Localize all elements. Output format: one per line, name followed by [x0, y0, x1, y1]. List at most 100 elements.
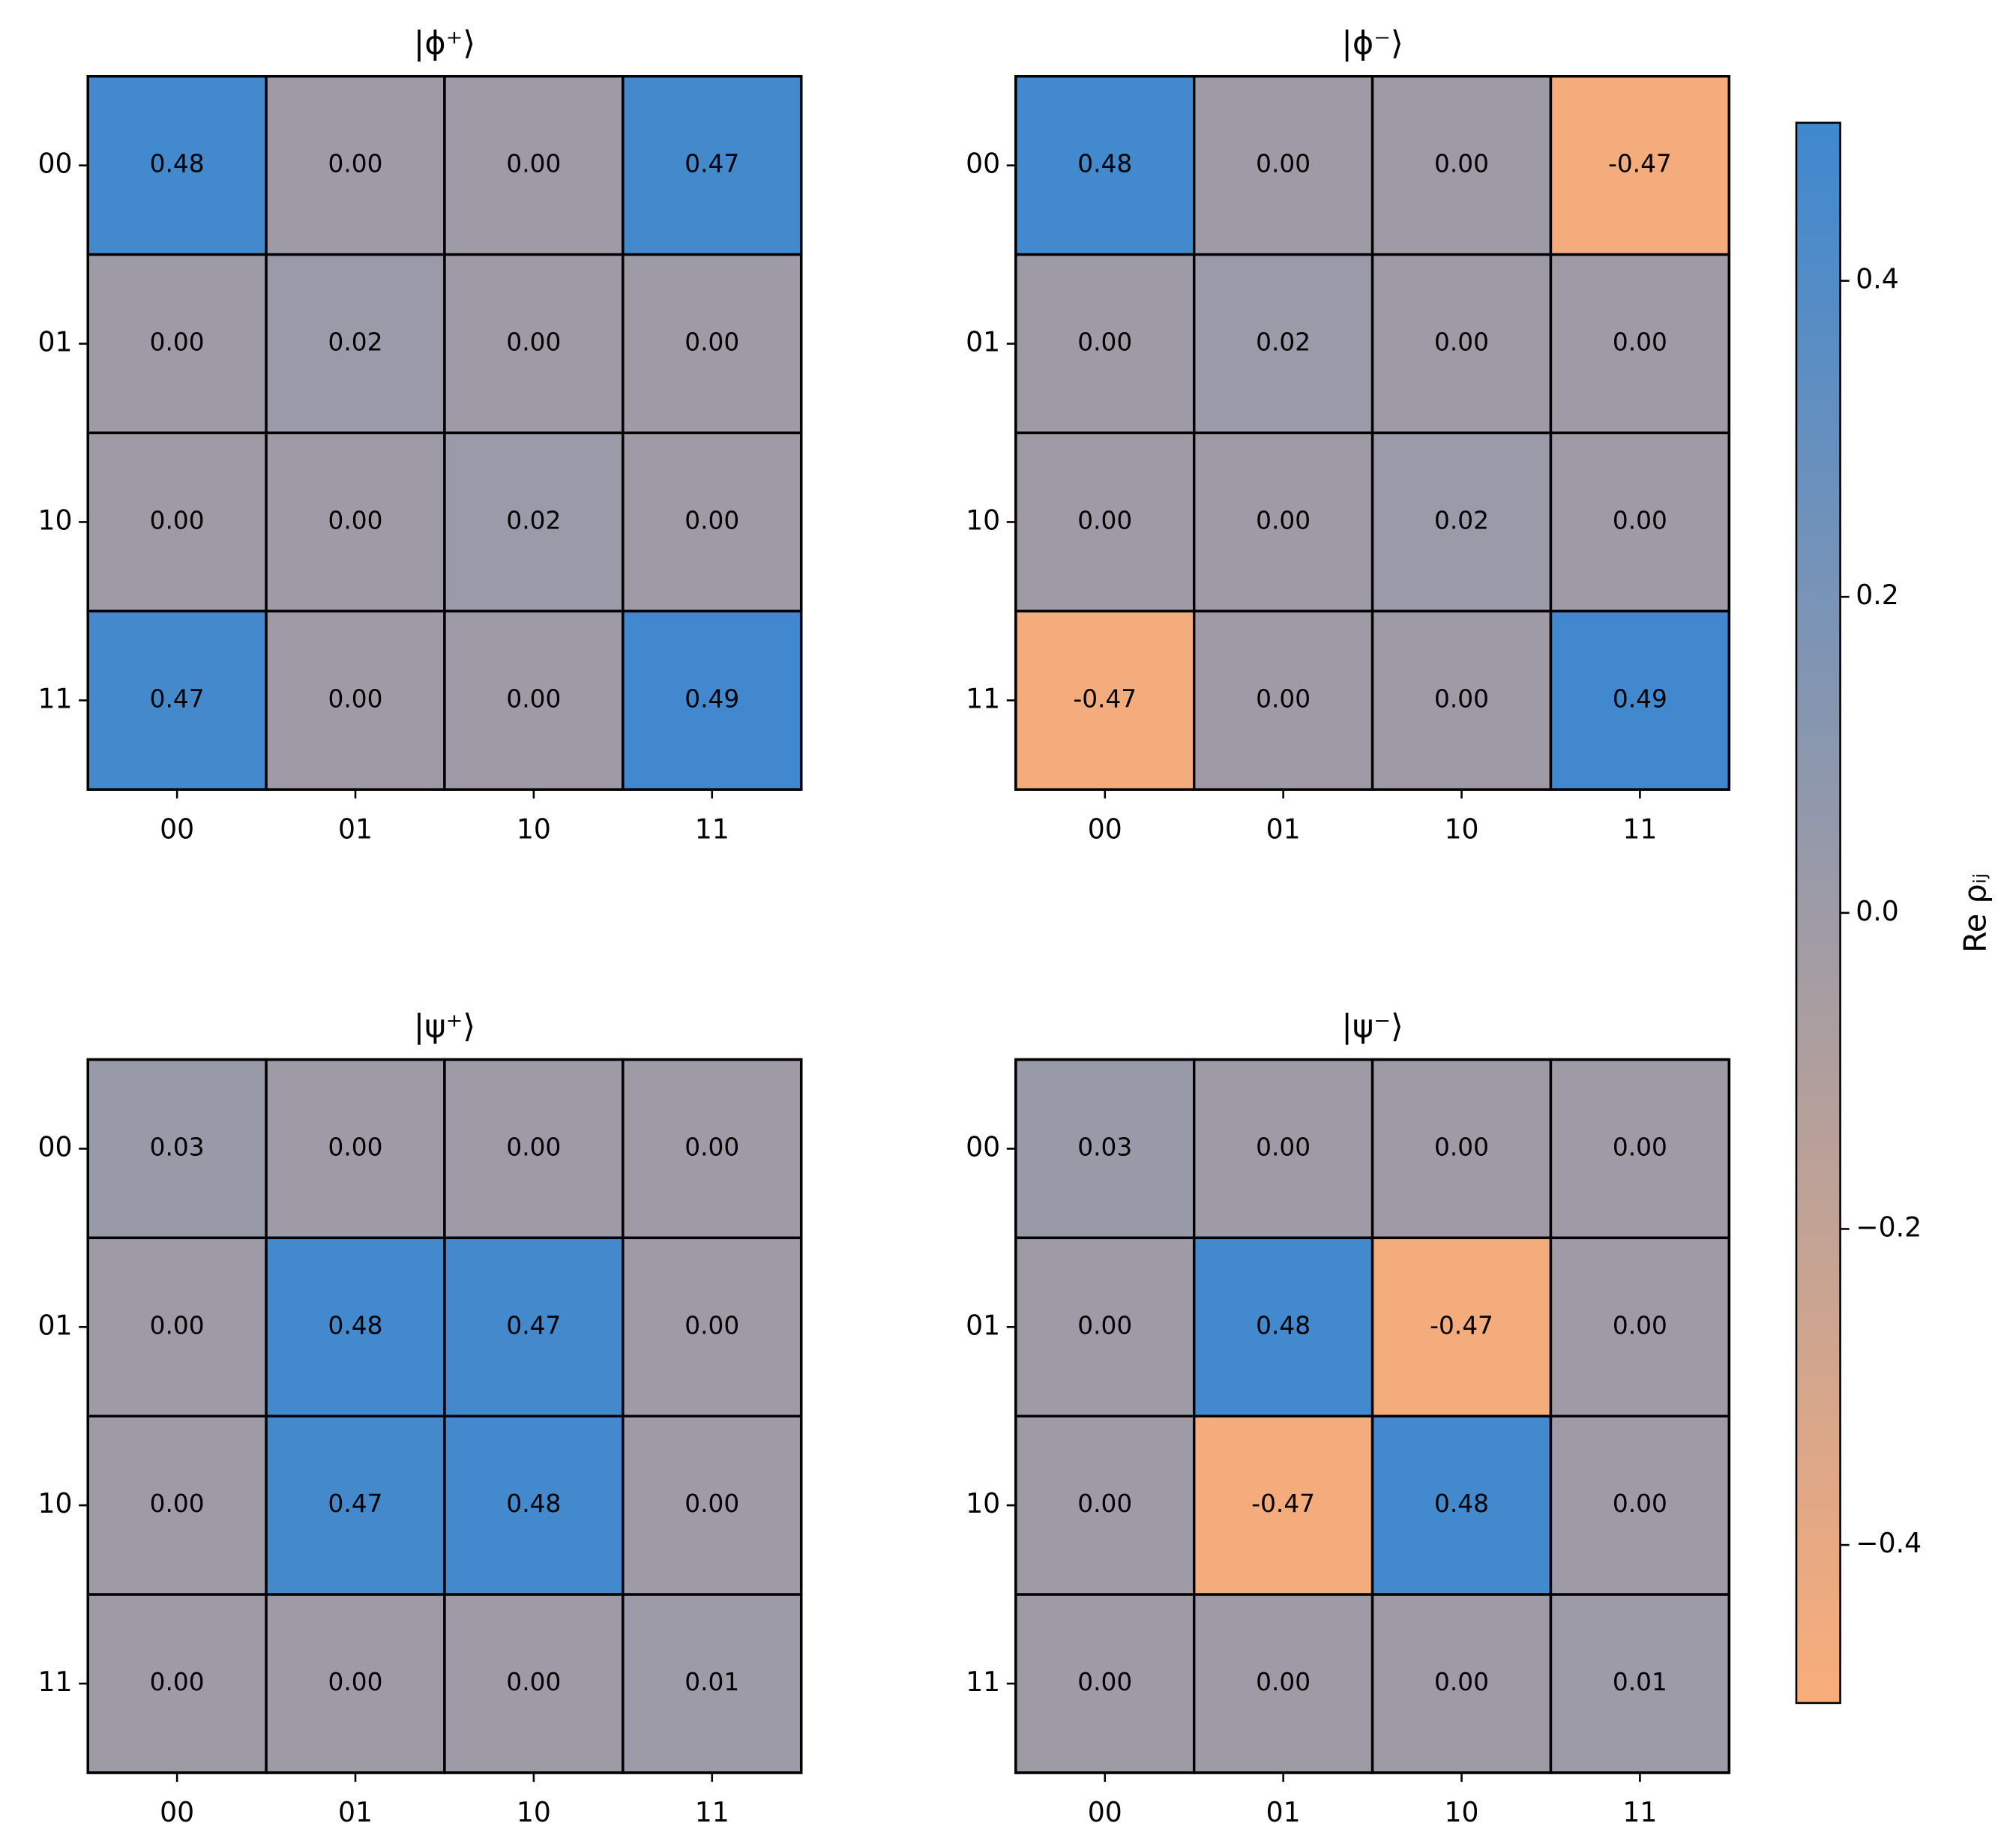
frame — [86, 74, 803, 791]
cell-label: 0.00 — [150, 1668, 205, 1696]
cell-label: 0.02 — [328, 328, 383, 357]
cell-label: 0.00 — [506, 1133, 561, 1161]
panel-title: |ψ⁻⟩ — [1341, 1008, 1403, 1046]
cell-label: 0.49 — [684, 684, 739, 713]
cell-label: 0.00 — [506, 1668, 561, 1696]
cell-label: 0.00 — [1434, 150, 1489, 178]
x-tick-label: 00 — [1088, 1796, 1122, 1828]
cell-label: 0.00 — [1613, 1489, 1667, 1518]
cell-label: 0.48 — [506, 1489, 561, 1518]
cell — [1549, 74, 1731, 256]
cell — [265, 1236, 446, 1417]
y-tick-label: 10 — [966, 1487, 1000, 1519]
cell-label: -0.47 — [1073, 684, 1137, 713]
cell-label: 0.00 — [328, 506, 383, 534]
cell — [1192, 1593, 1374, 1774]
cell — [265, 609, 446, 791]
cell-label: 0.00 — [1077, 1311, 1132, 1340]
y-tick-label: 01 — [966, 326, 1000, 358]
cell — [1014, 1058, 1196, 1240]
cell — [622, 609, 803, 791]
cell — [1192, 431, 1374, 613]
frame — [1014, 1058, 1731, 1774]
y-tick-label: 11 — [37, 1666, 72, 1698]
cell-label: 0.00 — [1613, 506, 1667, 534]
x-tick-label: 11 — [695, 813, 729, 845]
cell-label: 0.00 — [506, 684, 561, 713]
cell-label: 0.00 — [1077, 328, 1132, 357]
cell-label: 0.48 — [1077, 150, 1132, 178]
y-tick-label: 00 — [966, 1130, 1000, 1163]
x-tick-label: 10 — [517, 813, 551, 845]
cell-label: 0.48 — [328, 1311, 383, 1340]
x-tick-label: 01 — [338, 813, 373, 845]
cell-label: 0.00 — [150, 1311, 205, 1340]
cell-label: 0.48 — [1434, 1489, 1489, 1518]
cell-label: 0.00 — [684, 1489, 739, 1518]
cell-label: 0.00 — [150, 1489, 205, 1518]
colorbar-tick-label: −0.2 — [1856, 1211, 1922, 1243]
frame — [86, 1058, 803, 1774]
x-tick-label: 10 — [1444, 813, 1478, 845]
y-tick-label: 10 — [37, 504, 72, 536]
cell — [443, 1593, 625, 1774]
x-tick-label: 00 — [1088, 813, 1122, 845]
y-tick-label: 01 — [966, 1309, 1000, 1341]
cell-label: 0.49 — [1613, 684, 1667, 713]
cell — [1370, 1236, 1553, 1417]
cell — [622, 253, 803, 435]
cell — [1370, 1058, 1553, 1240]
cell-label: 0.00 — [328, 684, 383, 713]
x-tick-label: 10 — [1444, 1796, 1478, 1828]
cell-label: 0.01 — [1613, 1668, 1667, 1696]
cell — [1192, 1236, 1374, 1417]
cell — [1014, 1236, 1196, 1417]
cell — [1370, 431, 1553, 613]
cell-label: 0.00 — [328, 150, 383, 178]
cell — [265, 431, 446, 613]
cell-label: 0.00 — [684, 1311, 739, 1340]
cell — [622, 74, 803, 256]
x-tick-label: 00 — [160, 813, 194, 845]
cell — [265, 1414, 446, 1596]
cell-label: 0.00 — [1613, 1133, 1667, 1161]
cell — [86, 74, 268, 256]
cell-label: 0.00 — [150, 506, 205, 534]
cell-label: 0.47 — [684, 150, 739, 178]
cell — [265, 1593, 446, 1774]
y-tick-label: 10 — [37, 1487, 72, 1519]
cell — [1370, 1414, 1553, 1596]
cell-label: 0.48 — [1256, 1311, 1311, 1340]
cell — [1549, 431, 1731, 613]
x-tick-label: 01 — [338, 1796, 373, 1828]
cell-label: 0.00 — [328, 1668, 383, 1696]
cell-label: 0.00 — [1434, 684, 1489, 713]
cell-label: 0.03 — [1077, 1133, 1132, 1161]
cell — [1549, 1414, 1731, 1596]
cell-label: -0.47 — [1430, 1311, 1493, 1340]
colorbar-label: Re ρᵢⱼ — [1957, 873, 1993, 953]
y-tick-label: 11 — [37, 682, 72, 714]
cell-label: 0.00 — [1256, 1668, 1311, 1696]
cell-label: 0.00 — [1256, 150, 1311, 178]
colorbar-tick-label: 0.4 — [1856, 263, 1899, 295]
cell — [1370, 253, 1553, 435]
x-tick-label: 11 — [1622, 1796, 1657, 1828]
y-tick-label: 11 — [966, 1666, 1000, 1698]
cell-label: -0.47 — [1251, 1489, 1315, 1518]
frame — [1014, 74, 1731, 791]
panel-title: |ϕ⁻⟩ — [1341, 25, 1403, 62]
cell-label: -0.47 — [1608, 150, 1672, 178]
cell-label: 0.00 — [150, 328, 205, 357]
x-tick-label: 01 — [1266, 813, 1301, 845]
cell-label: 0.00 — [328, 1133, 383, 1161]
cell-label: 0.47 — [328, 1489, 383, 1518]
cell-label: 0.00 — [1077, 506, 1132, 534]
cell-label: 0.03 — [150, 1133, 205, 1161]
panel-title: |ψ⁺⟩ — [414, 1008, 475, 1046]
panel-title: |ϕ⁺⟩ — [414, 25, 475, 62]
cell — [1370, 1593, 1553, 1774]
y-tick-label: 10 — [966, 504, 1000, 536]
